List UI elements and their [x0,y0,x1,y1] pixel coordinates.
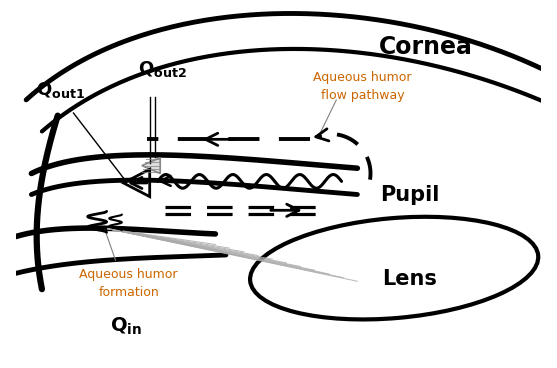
Text: Cornea: Cornea [379,35,473,59]
Text: Pupil: Pupil [380,184,439,205]
Text: $\mathbf{Q}_{\mathbf{in}}$: $\mathbf{Q}_{\mathbf{in}}$ [110,315,142,337]
Text: Aqueous humor
flow pathway: Aqueous humor flow pathway [314,71,412,102]
Text: Lens: Lens [383,269,437,289]
Polygon shape [142,158,160,173]
Text: Aqueous humor
formation: Aqueous humor formation [80,268,178,299]
Text: $\mathbf{Q}_{\mathbf{out2}}$: $\mathbf{Q}_{\mathbf{out2}}$ [138,59,187,79]
Text: $\mathbf{Q}_{\mathbf{out1}}$: $\mathbf{Q}_{\mathbf{out1}}$ [36,80,85,100]
